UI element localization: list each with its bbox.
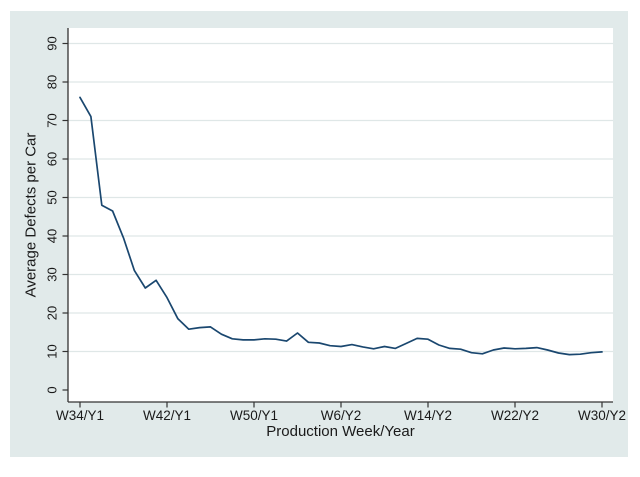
y-tick-label: 20 (45, 306, 60, 320)
x-tick-label: W30/Y2 (578, 408, 626, 423)
y-tick-label: 60 (45, 152, 60, 166)
x-tick-label: W6/Y2 (321, 408, 362, 423)
x-axis-title: Production Week/Year (266, 423, 415, 440)
x-tick-label: W50/Y1 (230, 408, 278, 423)
y-tick-label: 30 (45, 267, 60, 281)
y-tick-label: 50 (45, 190, 60, 204)
x-tick-label: W22/Y2 (491, 408, 539, 423)
y-tick-label: 10 (45, 344, 60, 358)
y-tick-label: 80 (45, 75, 60, 89)
y-tick-label: 70 (45, 113, 60, 127)
defects-line-series (79, 96, 603, 356)
y-axis-title: Average Defects per Car (22, 132, 40, 298)
x-tick-label: W34/Y1 (56, 408, 104, 423)
y-tick-label: 0 (45, 386, 60, 393)
x-tick-label: W14/Y2 (404, 408, 452, 423)
plot-area (68, 28, 613, 402)
y-tick-label: 90 (45, 36, 60, 50)
y-tick-label: 40 (45, 229, 60, 243)
x-tick-label: W42/Y1 (143, 408, 191, 423)
